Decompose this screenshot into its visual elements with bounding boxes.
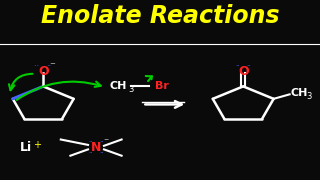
Text: ··: ·· [88,140,92,146]
Text: Li: Li [20,141,32,154]
Text: Br: Br [155,81,169,91]
Text: ⁻: ⁻ [103,138,108,148]
Text: +: + [33,140,41,150]
Text: O: O [238,65,249,78]
Text: 3: 3 [307,92,312,101]
Text: 3: 3 [128,85,133,94]
Text: CH: CH [109,81,126,91]
Text: ⁻: ⁻ [49,61,55,71]
Text: O: O [38,65,49,78]
Text: ··: ·· [247,63,251,69]
Text: ··: ·· [34,62,41,71]
Text: ··: ·· [100,140,104,146]
Text: ··: ·· [100,150,104,156]
Text: ··: ·· [88,150,92,156]
Text: CH: CH [291,88,308,98]
Text: ··: ·· [235,63,240,69]
Text: Enolate Reactions: Enolate Reactions [41,4,279,28]
Text: ··: ·· [46,62,52,71]
Text: N: N [91,141,101,154]
